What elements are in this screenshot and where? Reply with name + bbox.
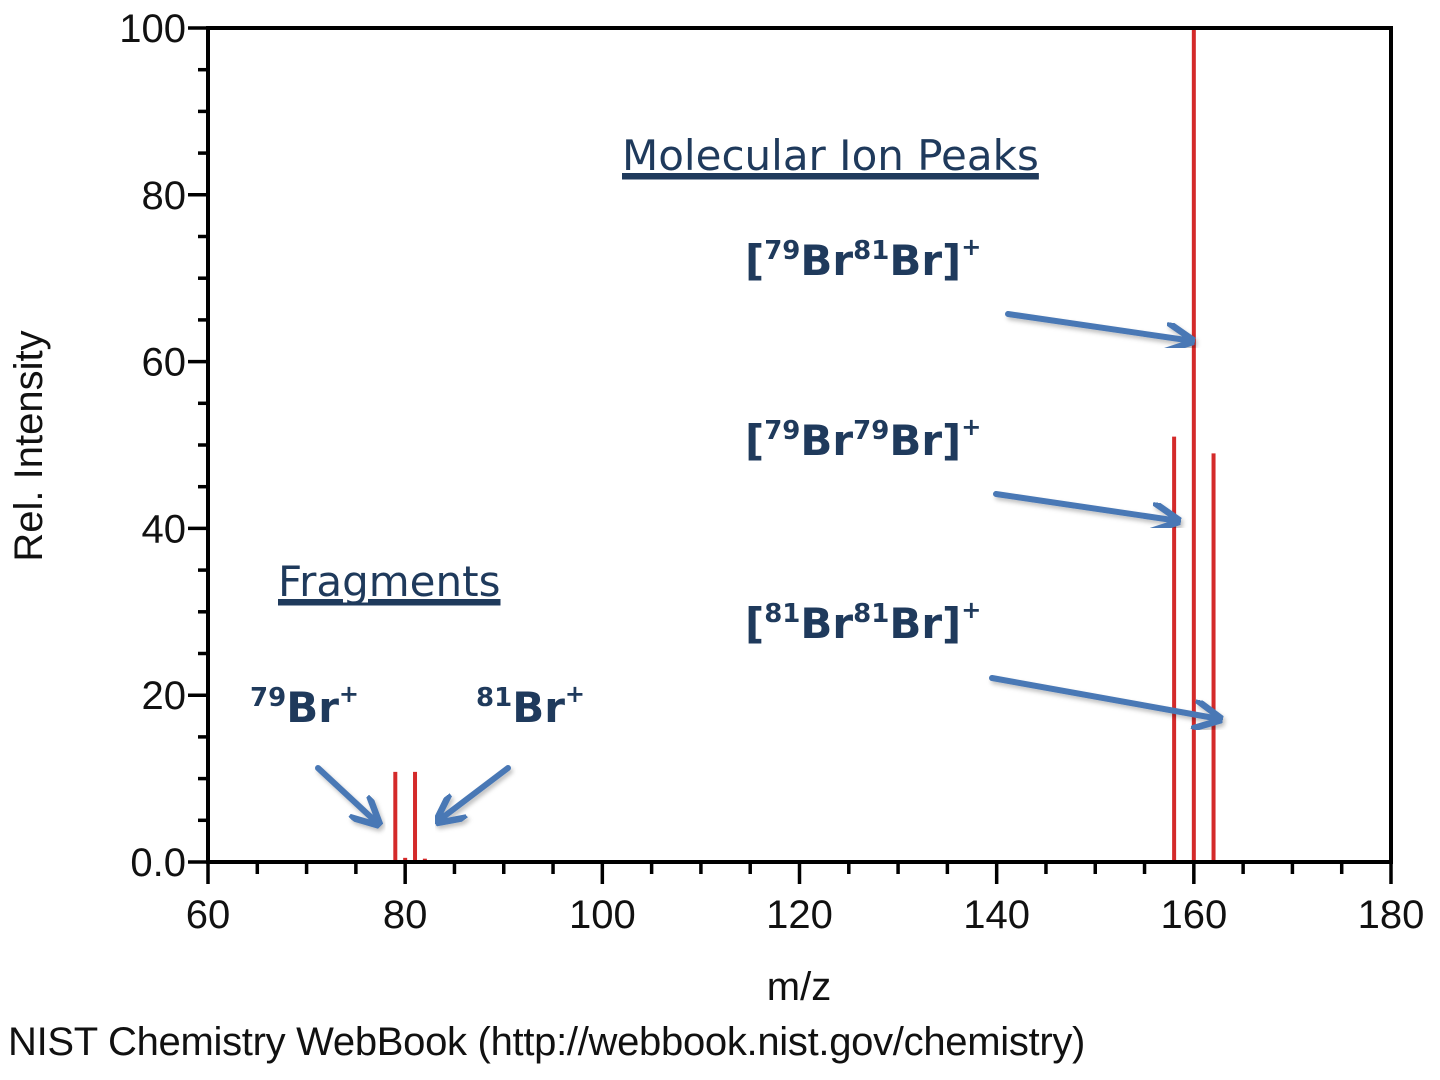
section-title-fragments: Fragments: [278, 557, 501, 606]
x-axis-title: m/z: [767, 965, 831, 1009]
arrow-icon: [315, 765, 374, 820]
source-credit: NIST Chemistry WebBook (http://webbook.n…: [8, 1020, 1086, 1064]
x-tick-label: 160: [1160, 893, 1227, 937]
x-tick-label: 100: [569, 893, 636, 937]
axis-ticks: 60 80 100 120 140 160 180 0.0 20 40 60 80 100: [119, 7, 1424, 937]
y-tick-label: 80: [142, 174, 187, 218]
y-tick-label: 40: [142, 507, 187, 551]
ion-label-m162: [81Br81Br]+: [745, 596, 981, 648]
annotations: Molecular Ion Peaks Fragments [79Br81Br]+ […: [250, 131, 1214, 820]
ion-label-m158: [79Br79Br]+: [745, 413, 981, 465]
ion-label-f79: 79Br+: [250, 680, 359, 732]
y-tick-label: 60: [142, 341, 187, 385]
x-tick-label: 180: [1358, 893, 1425, 937]
section-title-molecular: Molecular Ion Peaks: [622, 131, 1039, 180]
arrow-icon: [442, 765, 511, 818]
arrow-icon: [993, 491, 1172, 520]
x-tick-label: 60: [186, 893, 231, 937]
y-axis-title: Rel. Intensity: [7, 330, 51, 561]
x-tick-label: 140: [963, 893, 1030, 937]
y-tick-label: 0.0: [130, 841, 186, 885]
arrow-icon: [989, 675, 1214, 718]
arrow-icon: [1005, 311, 1186, 340]
x-tick-label: 120: [766, 893, 833, 937]
ion-label-f81: 81Br+: [476, 680, 585, 732]
x-tick-label: 80: [383, 893, 428, 937]
y-tick-label: 100: [119, 7, 186, 51]
ion-label-m160: [79Br81Br]+: [745, 233, 981, 285]
y-tick-label: 20: [142, 674, 187, 718]
